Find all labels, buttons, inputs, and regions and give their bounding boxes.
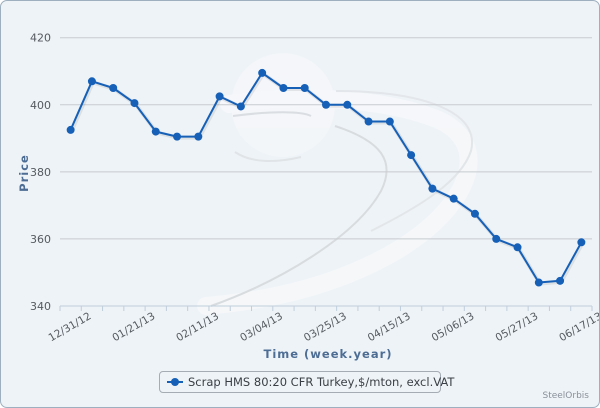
x-tick-label: 03/25/13 [302,310,349,344]
data-point-marker[interactable] [173,132,182,141]
x-tick-label: 12/31/12 [47,310,94,344]
series-scrap-hms[interactable] [66,68,586,287]
data-point-marker[interactable] [470,209,479,218]
x-tick-label: 05/27/13 [493,310,540,344]
x-axis-labels: 12/31/12 01/21/13 02/11/13 03/04/13 03/25/13… [47,310,600,344]
y-tick-label: 380 [30,166,51,179]
x-tick-label: 04/15/13 [366,310,413,344]
data-point-marker[interactable] [109,84,118,93]
credit-link[interactable]: SteelOrbis [542,391,589,401]
y-tick-label: 360 [30,233,51,246]
y-axis-labels: 340 360 380 400 420 [30,32,51,313]
data-point-marker[interactable] [407,151,416,160]
y-tick-label: 420 [30,32,51,45]
data-point-marker[interactable] [556,276,565,285]
data-point-marker[interactable] [66,125,75,134]
data-point-marker[interactable] [194,132,203,141]
y-tick-label: 340 [30,300,51,313]
gridlines [60,37,592,240]
data-point-marker[interactable] [258,68,267,77]
x-tick-label: 02/11/13 [174,310,221,344]
data-point-marker[interactable] [492,234,501,243]
data-point-marker[interactable] [449,194,458,203]
x-axis-ticks [59,306,593,311]
data-point-marker[interactable] [513,243,522,252]
data-point-marker[interactable] [322,100,330,109]
data-point-marker[interactable] [385,117,394,126]
y-tick-label: 400 [30,99,51,112]
x-tick-label: 05/06/13 [430,310,477,344]
data-point-marker[interactable] [300,84,309,93]
data-point-marker[interactable] [534,278,543,287]
y-axis-title: Price [17,154,31,192]
data-point-marker[interactable] [215,92,224,101]
legend-item[interactable]: Scrap HMS 80:20 CFR Turkey,$/mton, excl.… [159,371,454,393]
data-point-marker[interactable] [428,184,437,193]
x-tick-label: 03/04/13 [238,310,285,344]
x-tick-label: 01/21/13 [110,310,157,344]
data-point-marker[interactable] [279,84,288,93]
data-point-marker[interactable] [87,77,96,86]
x-tick-label: 06/17/13 [557,310,600,344]
x-axis-title: Time (week.year) [263,347,392,361]
legend-label: Scrap HMS 80:20 CFR Turkey,$/mton, excl.… [188,375,455,389]
data-point-marker[interactable] [577,238,586,247]
data-point-marker[interactable] [236,102,245,111]
data-point-marker[interactable] [130,99,139,108]
data-point-marker[interactable] [343,100,352,109]
data-point-marker[interactable] [151,127,160,136]
watermark-logo-icon [197,53,478,315]
line-marker-icon [167,378,183,386]
data-point-marker[interactable] [364,117,373,126]
